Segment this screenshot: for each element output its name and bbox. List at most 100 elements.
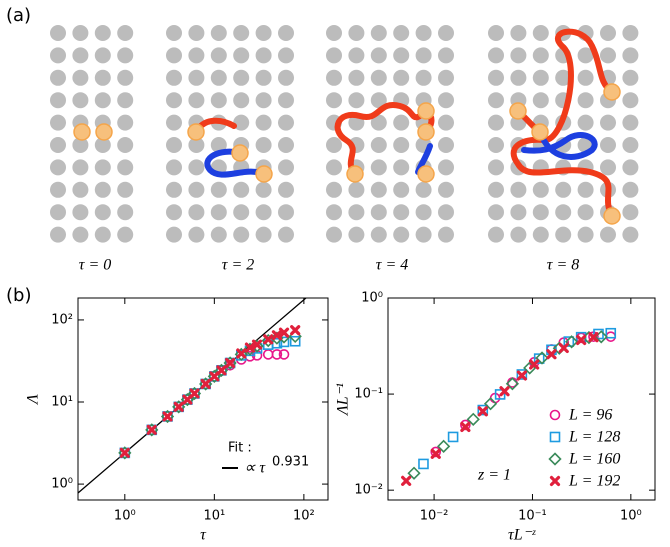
lattice-site [50, 181, 66, 198]
fit-title: Fit : [228, 441, 252, 456]
lattice-site [117, 25, 134, 41]
marker [173, 401, 184, 412]
lattice-site [233, 204, 250, 221]
x-tick-label: 10⁻¹ [518, 509, 547, 524]
marker [189, 388, 200, 399]
lattice-site [393, 159, 410, 176]
lattice-site [622, 92, 639, 109]
lattice-site [488, 137, 504, 153]
y-axis-label: ΛL⁻¹ [335, 383, 352, 417]
marker [529, 359, 540, 370]
lattice-site [488, 181, 504, 198]
lattice-site [72, 69, 89, 86]
blue-chain [521, 129, 598, 160]
lattice-site [555, 204, 572, 221]
lattice-site [278, 25, 294, 41]
marker [225, 357, 236, 369]
lattice-site [117, 226, 134, 243]
marker [236, 348, 247, 359]
plot-frame [387, 297, 656, 501]
lattice-site [326, 226, 342, 243]
lattice-site [555, 226, 572, 243]
lattice-site [278, 226, 294, 243]
marker [460, 421, 471, 433]
lattice-site [532, 69, 549, 86]
chain-ends [73, 83, 621, 225]
marker [477, 406, 488, 417]
chain-end [346, 165, 364, 183]
lattice-site [94, 69, 111, 86]
lattice-site [326, 181, 342, 198]
lattice-site [622, 69, 639, 86]
snapshot-caption: τ = 4 [376, 257, 409, 274]
y-tick-label: 10⁻² [354, 483, 383, 498]
lattice-site [393, 47, 410, 64]
marker [588, 332, 599, 343]
x-axis-label: τL⁻ᶻ [508, 527, 536, 544]
lattice-site [577, 204, 594, 221]
lattice-site [532, 25, 549, 41]
lattice-site [166, 181, 182, 198]
lattice-site [188, 92, 205, 109]
marker [477, 404, 489, 416]
lattice-site [600, 114, 616, 131]
lattice-site [577, 47, 594, 64]
lattice-site [50, 47, 66, 64]
lattice-site [370, 159, 387, 176]
lattice-site [600, 137, 616, 153]
marker [460, 419, 471, 431]
lattice-site [438, 69, 454, 86]
lattice-site [622, 204, 639, 221]
chain-end [417, 123, 435, 141]
lattice-site [50, 226, 66, 243]
marker [447, 431, 459, 443]
lattice-site [577, 226, 594, 243]
legend-marker [549, 475, 561, 487]
lattice-site [72, 159, 89, 176]
lattice-site [94, 181, 111, 198]
lattice-site [510, 69, 527, 86]
lattice-site [348, 69, 365, 86]
lattice-site [348, 226, 365, 243]
lattice-site [510, 25, 527, 41]
chain-end [231, 144, 249, 162]
lattice-site [622, 226, 639, 243]
lattice-site [72, 47, 89, 64]
lattice-site [278, 69, 294, 86]
lattice-site [278, 47, 294, 64]
lattice-site [510, 204, 527, 221]
lattice-site [50, 204, 66, 221]
lattice-site [233, 47, 250, 64]
lattice-site [72, 181, 89, 198]
lattice-site [488, 47, 504, 64]
lattice-site [555, 181, 572, 198]
annotation: z = 1 [477, 467, 511, 484]
marker [244, 342, 256, 353]
lattice-site [233, 181, 250, 198]
lattice-site [393, 69, 410, 86]
lattice-site [532, 226, 549, 243]
lattice-site [188, 181, 205, 198]
marker [162, 411, 173, 422]
lattice-site [393, 181, 410, 198]
marker [290, 325, 301, 336]
lattice-site [72, 204, 89, 221]
lattice-site [600, 25, 616, 41]
marker [505, 377, 520, 391]
lattice-site [600, 226, 616, 243]
lattice-site [370, 69, 387, 86]
marker [200, 378, 211, 390]
lattice-site [210, 69, 227, 86]
x-tick-label: 10⁰ [114, 509, 136, 524]
lattice-site [255, 226, 272, 243]
lattice-site [393, 226, 410, 243]
lattice-site [188, 137, 205, 153]
lattice-site [117, 181, 134, 198]
lattice-site [94, 159, 111, 176]
lattice-site [117, 204, 134, 221]
lattice-site [415, 25, 432, 41]
lattice-site [510, 226, 527, 243]
chain-end [509, 102, 527, 120]
marker [263, 334, 274, 345]
marker [466, 412, 480, 426]
